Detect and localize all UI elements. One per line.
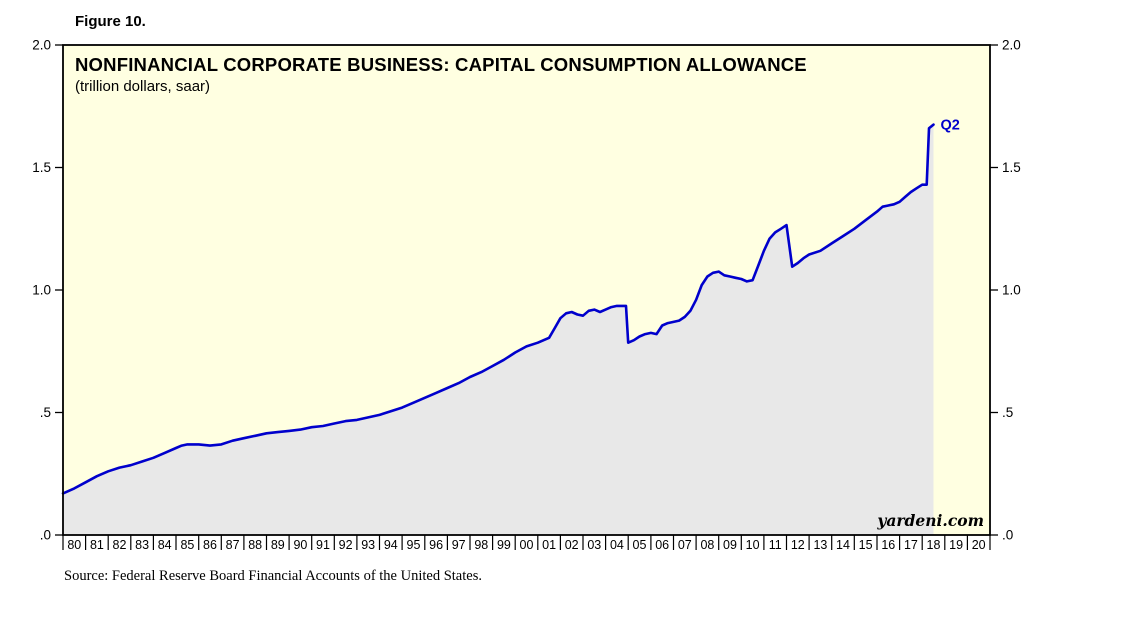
y-tick-label-left: 2.0 [32,38,51,53]
x-tick-label: 87 [226,538,240,552]
y-tick-label-right: 1.0 [1002,283,1021,298]
x-tick-label: 84 [158,538,172,552]
x-tick-label: 03 [587,538,601,552]
x-tick-label: 00 [520,538,534,552]
x-tick-label: 11 [769,538,782,552]
x-tick-label: 16 [881,538,895,552]
x-tick-label: 12 [791,538,805,552]
x-tick-label: 89 [271,538,285,552]
x-tick-label: 05 [633,538,647,552]
source-note: Source: Federal Reserve Board Financial … [64,568,482,584]
data-line [61,123,935,495]
x-tick-label: 18 [927,538,941,552]
y-tick-label-left: 1.5 [32,160,51,175]
x-tick-label: 90 [293,538,307,552]
x-tick-label: 98 [474,538,488,552]
x-tick-label: 83 [135,538,149,552]
x-tick-label: 99 [497,538,511,552]
x-tick-label: 81 [90,538,104,552]
x-tick-label: 10 [746,538,760,552]
x-tick-label: 88 [248,538,262,552]
end-label: Q2 [941,118,960,134]
x-tick-label: 09 [723,538,737,552]
x-tick-label: 15 [859,538,873,552]
x-tick-label: 80 [67,538,81,552]
x-tick-label: 93 [361,538,375,552]
x-tick-label: 82 [113,538,127,552]
watermark: yardeni.com [876,511,984,530]
x-tick-label: 17 [904,538,918,552]
plot-frame [62,44,991,536]
x-tick-label: 07 [678,538,692,552]
x-tick-label: 04 [610,538,624,552]
x-tick-label: 13 [813,538,827,552]
figure-label: Figure 10. [75,13,146,30]
y-tick-label-right: .5 [1002,405,1013,420]
x-tick-label: 02 [565,538,579,552]
y-tick-label-right: 2.0 [1002,38,1021,53]
x-tick-label: 08 [700,538,714,552]
x-tick-label: 96 [429,538,443,552]
y-tick-label-left: .5 [40,405,51,420]
x-tick-label: 19 [949,538,963,552]
x-tick-label: 91 [316,538,330,552]
x-tick-label: 95 [407,538,421,552]
x-tick-label: 01 [542,538,556,552]
x-tick-label: 20 [972,538,986,552]
y-tick-label-right: .0 [1002,528,1013,543]
x-tick-label: 85 [180,538,194,552]
x-tick-label: 06 [655,538,669,552]
x-tick-label: 94 [384,538,398,552]
x-tick-label: 14 [836,538,850,552]
x-tick-label: 86 [203,538,217,552]
y-tick-label-left: 1.0 [32,283,51,298]
x-tick-label: 92 [339,538,353,552]
x-tick-label: 97 [452,538,466,552]
y-tick-label-right: 1.5 [1002,160,1021,175]
chart-subtitle: (trillion dollars, saar) [75,78,210,95]
y-tick-label-left: .0 [40,528,51,543]
chart-title: NONFINANCIAL CORPORATE BUSINESS: CAPITAL… [75,54,807,75]
